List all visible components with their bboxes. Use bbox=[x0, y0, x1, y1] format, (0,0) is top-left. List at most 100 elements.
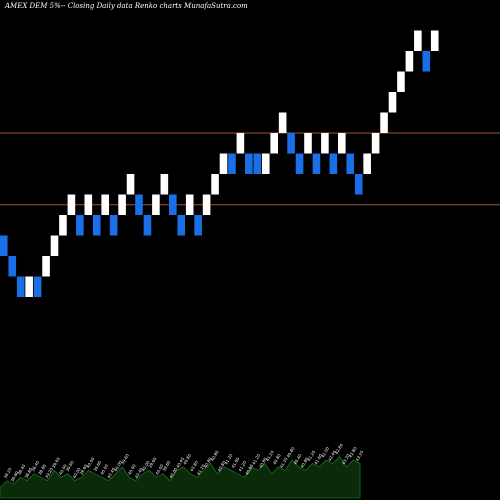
volume-label-24: 40.00 bbox=[168, 466, 178, 479]
renko-brick-8 bbox=[67, 194, 76, 215]
volume-label-17: 39.60 bbox=[120, 453, 130, 466]
renko-brick-13 bbox=[109, 215, 118, 236]
renko-brick-7 bbox=[59, 215, 67, 236]
volume-label-33: 41.60 bbox=[230, 456, 240, 469]
chart-title: AMEX DEM 5%-- Closing Daily data Renko c… bbox=[5, 2, 248, 10]
renko-brick-31 bbox=[261, 153, 270, 174]
volume-label-31: 40.80 bbox=[217, 460, 227, 473]
renko-brick-43 bbox=[363, 153, 371, 174]
renko-brick-21 bbox=[177, 215, 186, 236]
volume-label-34: 41.20 bbox=[237, 460, 247, 473]
volume-label-47: 42.40 bbox=[327, 449, 337, 462]
renko-brick-25 bbox=[211, 174, 219, 195]
volume-label-25: 40.40 bbox=[175, 456, 185, 469]
volume-label-9: 39.60 bbox=[65, 459, 75, 472]
volume-area bbox=[0, 455, 361, 499]
volume-label-39: 40.80 bbox=[272, 453, 282, 466]
volume-label-19: 40.40 bbox=[134, 466, 144, 479]
volume-label-15: 40.40 bbox=[106, 466, 116, 479]
renko-brick-29 bbox=[245, 153, 253, 174]
volume-label-20: 40.00 bbox=[141, 459, 151, 472]
renko-brick-12 bbox=[101, 194, 109, 215]
renko-brick-38 bbox=[321, 133, 329, 154]
volume-label-11: 39.60 bbox=[78, 463, 88, 476]
renko-brick-33 bbox=[278, 112, 287, 133]
renko-brick-49 bbox=[414, 30, 422, 51]
volume-label-16: 40.00 bbox=[113, 459, 123, 472]
renko-brick-19 bbox=[160, 174, 169, 195]
volume-label-7: 39.60 bbox=[51, 456, 61, 469]
volume-label-40: 41.20 bbox=[279, 456, 289, 469]
renko-brick-42 bbox=[354, 174, 363, 195]
volume-label-30: 40.80 bbox=[210, 449, 220, 462]
volume-label-51: 43.20 bbox=[355, 449, 365, 462]
renko-brick-10 bbox=[84, 194, 93, 215]
renko-brick-34 bbox=[287, 133, 295, 154]
renko-brick-14 bbox=[118, 194, 126, 215]
volume-label-43: 40.80 bbox=[299, 456, 309, 469]
volume-label-2: 38.40 bbox=[16, 463, 26, 476]
volume-label-22: 40.00 bbox=[154, 463, 164, 476]
renko-brick-48 bbox=[405, 51, 414, 72]
renko-brick-3 bbox=[25, 276, 33, 297]
renko-brick-41 bbox=[346, 153, 355, 174]
volume-label-21: 39.60 bbox=[147, 456, 157, 469]
renko-brick-5 bbox=[42, 256, 50, 277]
volume-label-14: 40.00 bbox=[99, 463, 109, 476]
volume-label-10: 40.00 bbox=[72, 466, 82, 479]
renko-brick-47 bbox=[397, 71, 405, 92]
volume-label-44: 41.20 bbox=[306, 449, 316, 462]
renko-brick-36 bbox=[304, 133, 312, 154]
renko-brick-24 bbox=[202, 194, 211, 215]
volume-label-3: 38.80 bbox=[23, 466, 33, 479]
renko-brick-22 bbox=[185, 194, 194, 215]
renko-brick-46 bbox=[388, 92, 397, 113]
volume-label-1: 38.80 bbox=[9, 470, 19, 483]
volume-label-23: 39.60 bbox=[161, 459, 171, 472]
renko-brick-17 bbox=[143, 215, 152, 236]
volume-label-12: 40.00 bbox=[85, 456, 95, 469]
renko-brick-50 bbox=[422, 51, 431, 72]
renko-brick-4 bbox=[33, 276, 42, 297]
renko-brick-45 bbox=[380, 112, 388, 133]
volume-label-45: 41.60 bbox=[313, 453, 323, 466]
renko-brick-28 bbox=[236, 133, 245, 154]
volume-label-13: 39.60 bbox=[92, 459, 102, 472]
volume-label-18: 40.00 bbox=[127, 463, 137, 476]
renko-brick-18 bbox=[152, 194, 160, 215]
renko-brick-51 bbox=[430, 30, 439, 51]
renko-brick-9 bbox=[76, 215, 84, 236]
volume-label-8: 40.00 bbox=[58, 463, 68, 476]
volume-label-36: 41.20 bbox=[251, 453, 261, 466]
volume-label-41: 40.80 bbox=[286, 446, 296, 459]
renko-brick-2 bbox=[16, 276, 25, 297]
volume-label-6: 39.20 bbox=[44, 466, 54, 479]
renko-brick-20 bbox=[169, 194, 177, 215]
renko-brick-32 bbox=[270, 133, 278, 154]
renko-brick-6 bbox=[50, 235, 59, 256]
renko-brick-0 bbox=[0, 235, 8, 256]
volume-label-37: 40.80 bbox=[258, 456, 268, 469]
volume-label-4: 38.40 bbox=[30, 459, 40, 472]
renko-brick-37 bbox=[312, 153, 321, 174]
volume-label-35: 40.80 bbox=[244, 463, 254, 476]
renko-brick-26 bbox=[219, 153, 228, 174]
renko-brick-30 bbox=[253, 153, 262, 174]
volume-label-28: 41.20 bbox=[196, 463, 206, 476]
renko-brick-39 bbox=[329, 153, 338, 174]
volume-label-42: 40.40 bbox=[292, 453, 302, 466]
volume-label-49: 43.20 bbox=[341, 453, 351, 466]
renko-brick-15 bbox=[126, 174, 135, 195]
volume-label-27: 40.80 bbox=[189, 460, 199, 473]
renko-brick-1 bbox=[8, 256, 17, 277]
renko-brick-16 bbox=[135, 194, 143, 215]
renko-brick-40 bbox=[338, 133, 346, 154]
volume-label-48: 42.80 bbox=[334, 442, 344, 455]
volume-label-38: 41.20 bbox=[265, 449, 275, 462]
renko-brick-11 bbox=[92, 215, 101, 236]
volume-label-46: 42.00 bbox=[320, 446, 330, 459]
volume-label-5: 38.80 bbox=[37, 463, 47, 476]
volume-label-50: 42.80 bbox=[348, 446, 358, 459]
volume-label-29: 40.80 bbox=[203, 456, 213, 469]
